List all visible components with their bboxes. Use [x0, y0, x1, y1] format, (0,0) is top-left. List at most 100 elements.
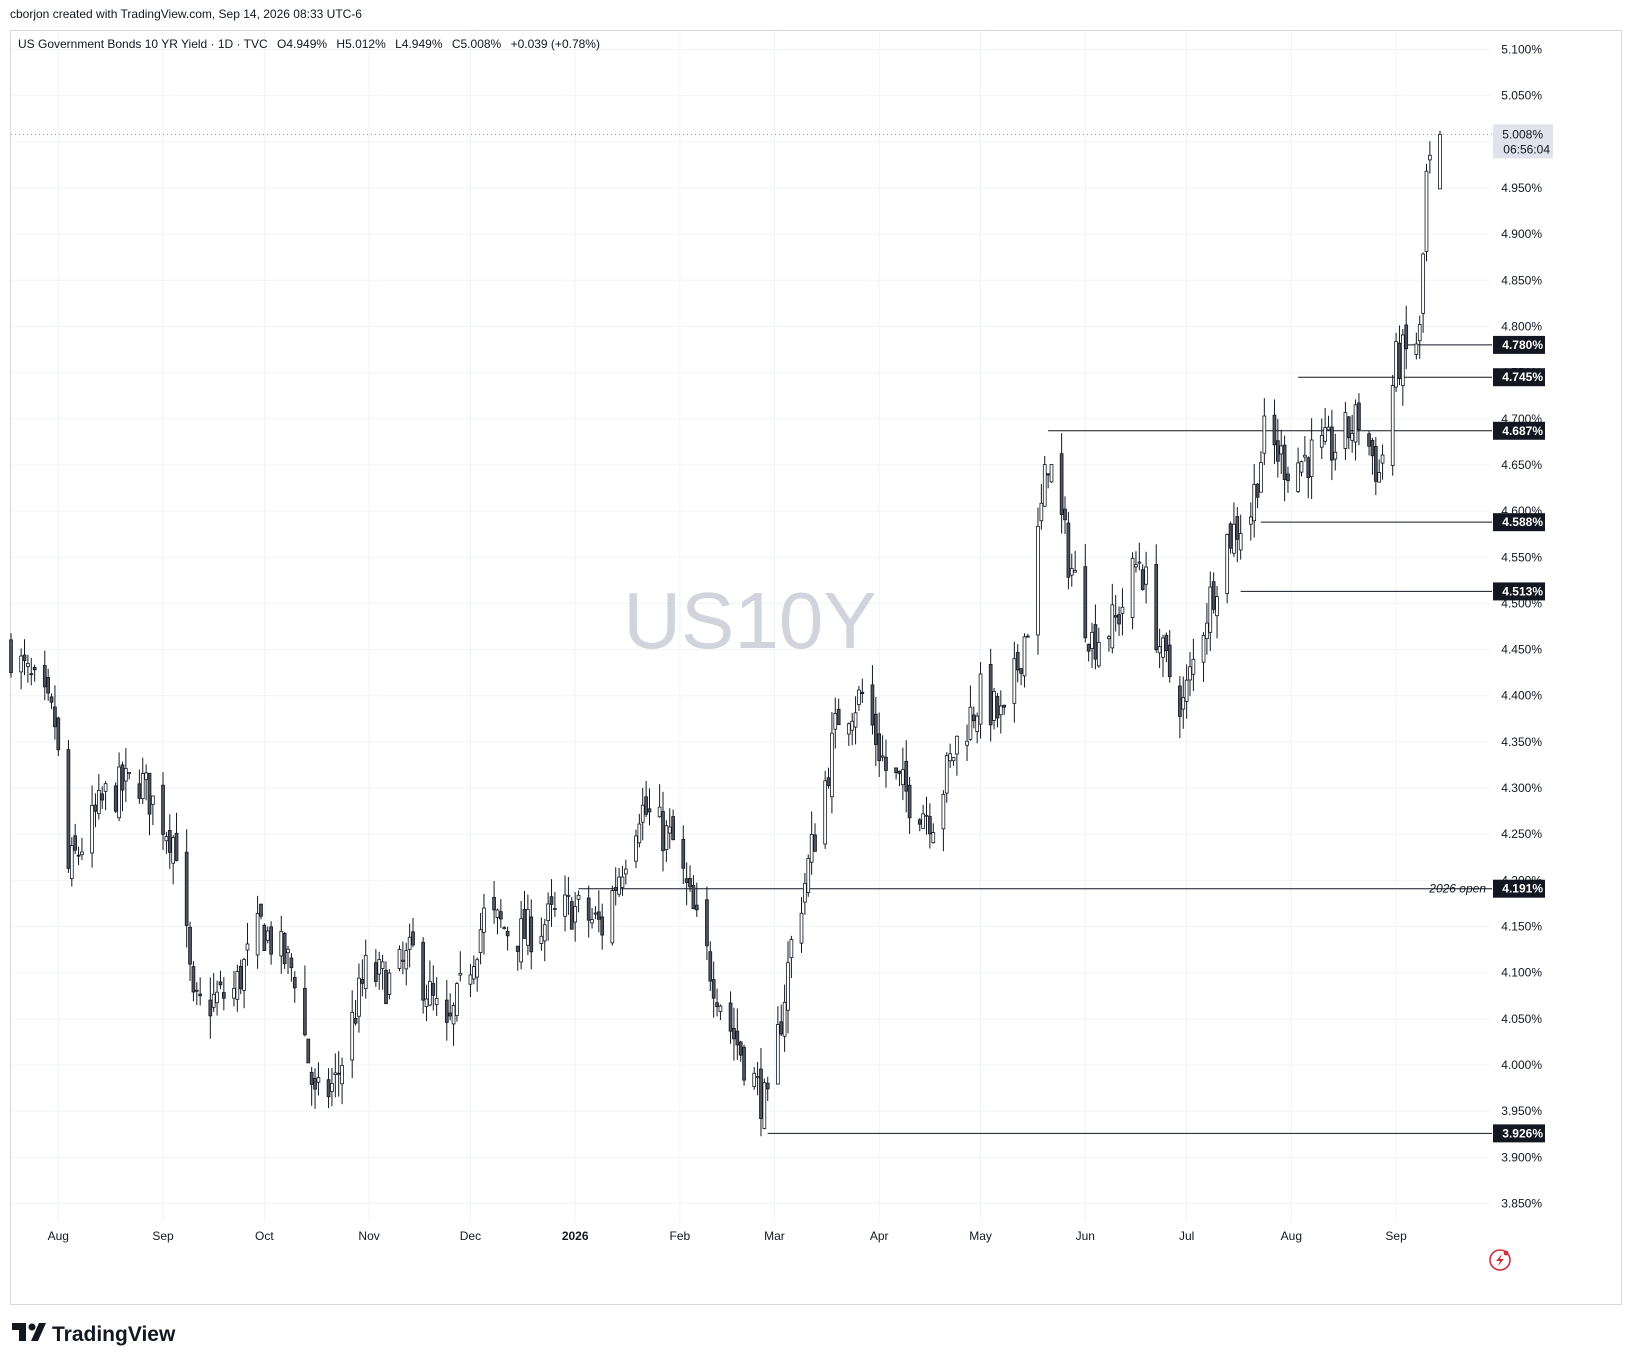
candle	[569, 897, 574, 930]
price-axis: 5.100%5.050%5.000%4.950%4.900%4.850%4.80…	[1501, 42, 1542, 1210]
candle-body	[29, 673, 34, 676]
candle-body	[42, 665, 47, 688]
candle	[140, 757, 145, 805]
candle-body	[765, 1082, 770, 1090]
candle	[1252, 464, 1257, 538]
candle	[921, 804, 925, 829]
candle-body	[309, 1071, 314, 1085]
candle	[941, 790, 946, 852]
candle	[563, 875, 567, 932]
candle	[1394, 332, 1398, 392]
candle	[117, 752, 121, 822]
candle-body	[363, 955, 368, 990]
candle	[600, 903, 605, 950]
candle-body	[1130, 557, 1135, 618]
candle-body	[232, 987, 236, 999]
candle-body	[823, 780, 827, 845]
candle-body	[975, 715, 980, 732]
candle-body	[499, 911, 503, 920]
grid-lines	[11, 31, 1490, 1222]
candle	[218, 970, 223, 990]
candle	[1438, 130, 1442, 190]
candle	[1015, 644, 1020, 683]
candle-body	[1417, 324, 1422, 342]
candle	[1134, 551, 1138, 573]
candle	[478, 912, 483, 965]
candle	[830, 712, 834, 814]
candle-body	[742, 1046, 746, 1081]
candle	[22, 639, 27, 676]
candle	[1377, 459, 1382, 483]
candle-body	[1208, 586, 1213, 633]
candle	[1046, 473, 1050, 489]
candle-body	[401, 959, 405, 962]
candle	[96, 774, 101, 820]
price-tick-label: 4.850%	[1501, 273, 1542, 287]
candle-body	[1083, 566, 1088, 639]
candle-body	[286, 948, 290, 954]
candle	[728, 991, 733, 1044]
time-axis: Aug Sep Oct Nov Dec 2026 Feb Mar Apr May Jun Jul Aug…	[48, 1229, 1407, 1243]
candle-body	[549, 896, 554, 905]
candle-body	[931, 832, 936, 844]
candle	[978, 662, 983, 739]
level-tag: 4.513%	[1493, 582, 1545, 601]
candle	[779, 1004, 784, 1037]
flash-icon[interactable]	[1489, 1249, 1511, 1271]
candle	[806, 854, 811, 897]
candle	[836, 698, 841, 725]
candle	[309, 1066, 314, 1106]
candle-body	[688, 878, 692, 888]
level-tag-bg	[1493, 335, 1545, 354]
candle-body	[482, 907, 486, 933]
candle-body	[1184, 679, 1189, 702]
candle-body	[1279, 445, 1284, 455]
candle	[708, 941, 713, 992]
candle	[850, 712, 855, 746]
candle-body	[546, 903, 550, 922]
candle-body	[809, 834, 814, 863]
candle	[688, 865, 692, 892]
last-price-label: 5.008%	[1502, 127, 1543, 141]
candle-body	[1259, 462, 1263, 493]
candle	[870, 665, 875, 735]
candle	[1042, 456, 1047, 507]
time-tick-label: Oct	[255, 1229, 274, 1243]
candle-body	[1205, 622, 1209, 639]
candle	[1140, 564, 1145, 591]
level-note: 2026 open	[1428, 882, 1486, 896]
candle-body	[73, 835, 78, 851]
candle	[998, 690, 1003, 734]
candle	[1019, 668, 1023, 686]
candle	[56, 716, 61, 757]
candle	[1390, 374, 1395, 476]
candle	[1002, 704, 1007, 716]
candle	[1404, 305, 1409, 370]
candle	[860, 678, 865, 703]
candle-body	[1019, 668, 1023, 674]
candle	[147, 772, 152, 836]
candle	[137, 769, 142, 804]
candle	[448, 993, 453, 1021]
candle	[640, 787, 645, 841]
tradingview-brand[interactable]: TradingView	[12, 1323, 175, 1347]
candle	[1205, 602, 1209, 655]
horizontal-levels: 2026 open	[11, 133, 1492, 1134]
time-tick-label: Dec	[460, 1229, 481, 1243]
candle	[127, 771, 132, 780]
candle-body	[1248, 516, 1253, 525]
candle-body	[448, 1012, 453, 1017]
candle	[1096, 627, 1101, 668]
candle-body	[988, 663, 993, 726]
candle	[120, 761, 125, 812]
candle	[718, 1004, 723, 1021]
candle-body	[1343, 412, 1348, 449]
candle-body	[1367, 433, 1371, 447]
candle-body	[884, 756, 888, 771]
candle	[401, 941, 405, 975]
candle	[617, 867, 621, 898]
candle	[971, 706, 976, 729]
candle	[965, 724, 969, 762]
candle-body	[1370, 439, 1375, 457]
